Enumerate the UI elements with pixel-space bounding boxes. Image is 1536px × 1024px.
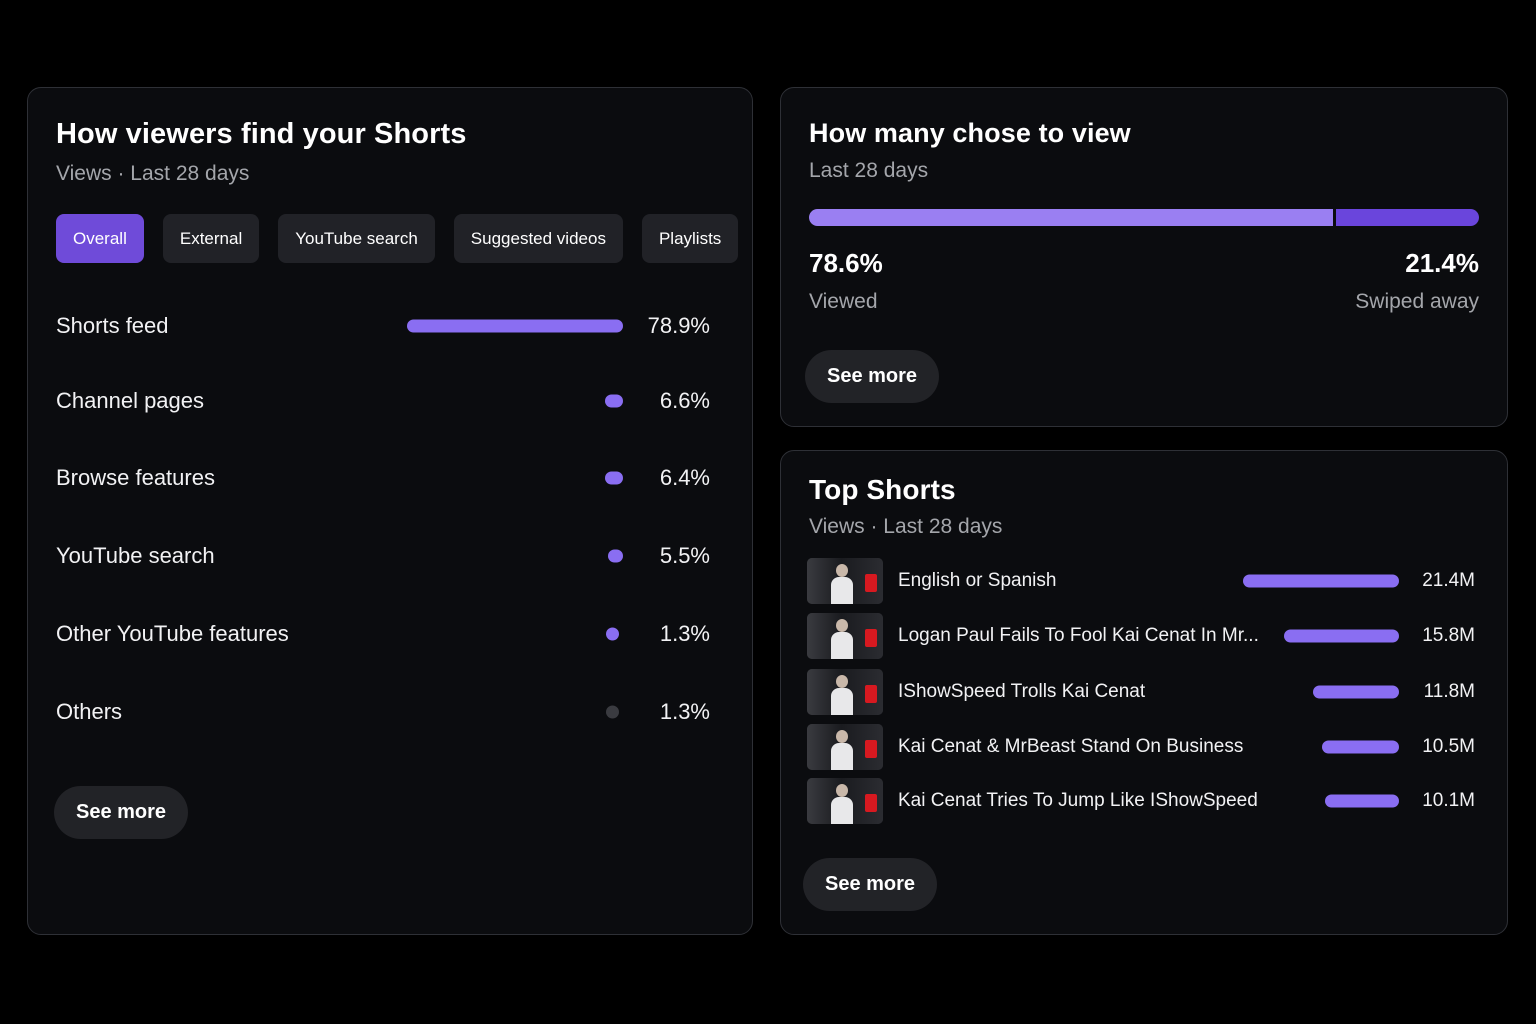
viewed-label: Viewed — [809, 290, 878, 313]
top-short-row[interactable]: Logan Paul Fails To Fool Kai Cenat In Mr… — [807, 613, 1475, 659]
short-thumbnail[interactable] — [807, 669, 883, 715]
swiped-label: Swiped away — [1355, 290, 1479, 313]
chose-card-subtitle: Last 28 days — [809, 159, 929, 182]
traffic-sources-card: How viewers find your Shorts Views · Las… — [27, 87, 753, 935]
chose-see-more-button[interactable]: See more — [805, 350, 940, 403]
short-title[interactable]: Kai Cenat Tries To Jump Like IShowSpeed — [898, 790, 1258, 811]
traffic-source-label: Channel pages — [56, 388, 205, 413]
tab-external[interactable]: External — [162, 214, 260, 263]
traffic-source-value: 5.5% — [659, 543, 710, 568]
short-views: 10.5M — [1422, 736, 1475, 757]
short-views: 21.4M — [1422, 570, 1475, 591]
traffic-source-value: 78.9% — [647, 313, 710, 338]
viewed-segment — [809, 209, 1334, 226]
short-title[interactable]: Logan Paul Fails To Fool Kai Cenat In Mr… — [898, 625, 1259, 646]
short-views-bar — [1312, 685, 1399, 699]
short-thumbnail[interactable] — [807, 778, 883, 824]
traffic-source-row: Browse features 6.4% — [56, 458, 710, 498]
swiped-segment — [1333, 209, 1479, 226]
short-views: 11.8M — [1423, 681, 1475, 702]
traffic-source-bar — [606, 705, 619, 719]
top-short-row[interactable]: Kai Cenat & MrBeast Stand On Business 10… — [807, 724, 1475, 770]
tab-playlists[interactable]: Playlists — [641, 214, 739, 263]
short-thumbnail[interactable] — [807, 613, 883, 659]
traffic-source-label: Shorts feed — [56, 313, 169, 338]
chose-card-title: How many chose to view — [809, 118, 1131, 148]
short-views-bar — [1325, 794, 1399, 808]
traffic-source-value: 6.4% — [659, 465, 710, 490]
short-thumbnail[interactable] — [807, 724, 883, 770]
short-views-bar — [1322, 740, 1399, 754]
tab-overall[interactable]: Overall — [56, 214, 144, 263]
tab-suggested-videos[interactable]: Suggested videos — [453, 214, 623, 263]
short-thumbnail[interactable] — [807, 558, 883, 604]
short-views: 15.8M — [1422, 625, 1475, 646]
traffic-source-row: YouTube search 5.5% — [56, 536, 710, 576]
top-short-row[interactable]: IShowSpeed Trolls Kai Cenat 11.8M — [807, 669, 1475, 715]
traffic-card-subtitle: Views · Last 28 days — [56, 162, 250, 185]
traffic-see-more-button[interactable]: See more — [54, 786, 189, 839]
traffic-source-row: Shorts feed 78.9% — [56, 306, 710, 346]
traffic-source-label: YouTube search — [56, 543, 215, 568]
short-title[interactable]: IShowSpeed Trolls Kai Cenat — [898, 681, 1146, 702]
traffic-source-value: 6.6% — [659, 388, 710, 413]
swiped-percent: 21.4% — [1405, 248, 1479, 278]
traffic-source-label: Others — [56, 699, 123, 724]
tab-youtube-search[interactable]: YouTube search — [278, 214, 435, 263]
traffic-source-bar — [604, 394, 623, 408]
traffic-source-bar — [407, 319, 623, 333]
top-short-row[interactable]: English or Spanish 21.4M — [807, 558, 1475, 604]
traffic-source-bar — [607, 549, 623, 563]
top-shorts-subtitle: Views · Last 28 days — [809, 515, 1003, 538]
short-views: 10.1M — [1422, 790, 1475, 811]
short-title[interactable]: Kai Cenat & MrBeast Stand On Business — [898, 736, 1244, 757]
traffic-source-value: 1.3% — [659, 699, 710, 724]
short-title[interactable]: English or Spanish — [898, 570, 1057, 591]
traffic-source-value: 1.3% — [659, 621, 710, 646]
top-shorts-title: Top Shorts — [809, 474, 956, 505]
chose-to-view-card: How many chose to view Last 28 days 78.6… — [780, 87, 1508, 427]
short-views-bar — [1283, 629, 1399, 643]
traffic-card-title: How viewers find your Shorts — [56, 118, 467, 150]
traffic-source-row: Channel pages 6.6% — [56, 381, 710, 421]
top-short-row[interactable]: Kai Cenat Tries To Jump Like IShowSpeed … — [807, 778, 1475, 824]
traffic-filter-tabs: Overall External YouTube search Suggeste… — [56, 214, 739, 263]
top-shorts-see-more-button[interactable]: See more — [803, 858, 938, 911]
viewed-vs-swiped-bar — [809, 209, 1479, 226]
traffic-source-bar — [605, 471, 623, 485]
top-shorts-card: Top Shorts Views · Last 28 days English … — [780, 450, 1508, 935]
viewed-percent: 78.6% — [809, 248, 883, 278]
traffic-source-label: Browse features — [56, 465, 215, 490]
traffic-source-row: Others 1.3% — [56, 692, 710, 732]
traffic-source-label: Other YouTube features — [56, 621, 289, 646]
traffic-source-bar — [606, 627, 619, 641]
short-views-bar — [1243, 574, 1399, 588]
traffic-source-row: Other YouTube features 1.3% — [56, 614, 710, 654]
